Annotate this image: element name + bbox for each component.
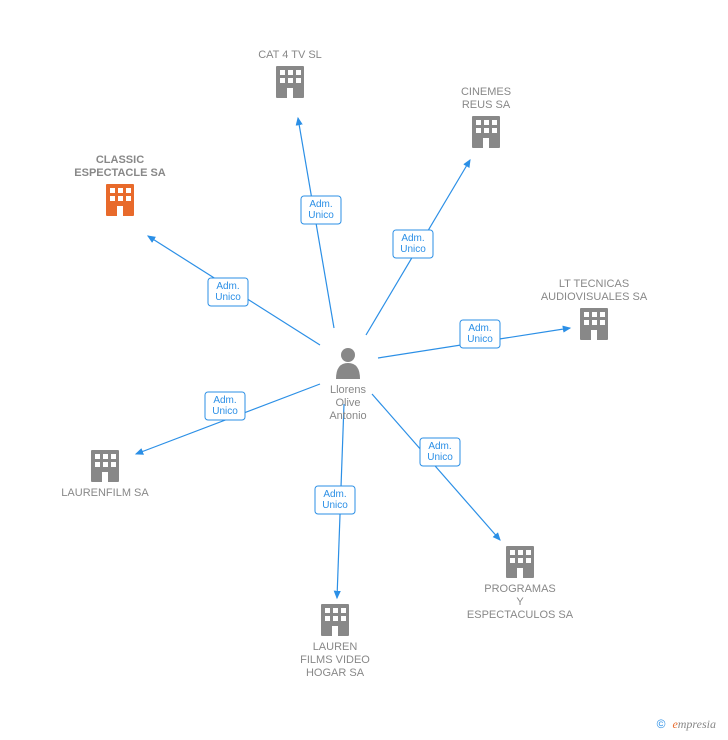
svg-text:Adm.: Adm. bbox=[323, 489, 346, 500]
svg-text:Unico: Unico bbox=[212, 406, 238, 417]
edge-label-cinemes: Adm.Unico bbox=[393, 230, 433, 258]
edge-label-lauren: Adm.Unico bbox=[315, 486, 355, 514]
center-label-line: Antonio bbox=[329, 410, 366, 422]
svg-text:Adm.: Adm. bbox=[309, 199, 332, 210]
svg-text:ESPECTACLE SA: ESPECTACLE SA bbox=[74, 167, 166, 179]
center-person: LlorensOliveAntonio bbox=[329, 348, 366, 422]
company-label-lttec: LT TECNICASAUDIOVISUALES SA bbox=[541, 278, 648, 303]
svg-text:LAUREN: LAUREN bbox=[313, 641, 358, 653]
svg-text:Unico: Unico bbox=[322, 500, 348, 511]
svg-text:ESPECTACULOS SA: ESPECTACULOS SA bbox=[467, 609, 574, 621]
company-node-laurenfilm[interactable]: LAURENFILM SA bbox=[61, 450, 149, 499]
company-node-cinemes[interactable]: CINEMESREUS SA bbox=[461, 86, 511, 148]
company-node-lauren[interactable]: LAURENFILMS VIDEOHOGAR SA bbox=[300, 604, 370, 679]
svg-text:Unico: Unico bbox=[308, 210, 334, 221]
company-node-classic[interactable]: CLASSICESPECTACLE SA bbox=[74, 154, 166, 216]
center-label-line: Llorens bbox=[330, 384, 367, 396]
svg-text:Adm.: Adm. bbox=[468, 323, 491, 334]
svg-text:Unico: Unico bbox=[215, 292, 241, 303]
center-label-line: Olive bbox=[335, 397, 360, 409]
company-node-cat4tv[interactable]: CAT 4 TV SL bbox=[258, 49, 322, 98]
edge-label-classic: Adm.Unico bbox=[208, 278, 248, 306]
svg-text:LT TECNICAS: LT TECNICAS bbox=[559, 278, 629, 290]
company-label-prog: PROGRAMASYESPECTACULOS SA bbox=[467, 583, 574, 621]
svg-text:Adm.: Adm. bbox=[401, 233, 424, 244]
edge-label-laurenfilm: Adm.Unico bbox=[205, 392, 245, 420]
svg-text:Unico: Unico bbox=[400, 244, 426, 255]
svg-text:FILMS VIDEO: FILMS VIDEO bbox=[300, 654, 370, 666]
svg-text:HOGAR SA: HOGAR SA bbox=[306, 667, 365, 679]
edge-label-prog: Adm.Unico bbox=[420, 438, 460, 466]
company-label-lauren: LAURENFILMS VIDEOHOGAR SA bbox=[300, 641, 370, 679]
svg-text:Adm.: Adm. bbox=[213, 395, 236, 406]
svg-text:Adm.: Adm. bbox=[428, 441, 451, 452]
svg-text:AUDIOVISUALES SA: AUDIOVISUALES SA bbox=[541, 291, 648, 303]
edge-label-cat4tv: Adm.Unico bbox=[301, 196, 341, 224]
svg-text:REUS SA: REUS SA bbox=[462, 99, 511, 111]
svg-text:PROGRAMAS: PROGRAMAS bbox=[484, 583, 556, 595]
company-node-lttec[interactable]: LT TECNICASAUDIOVISUALES SA bbox=[541, 278, 648, 340]
svg-text:CAT 4 TV SL: CAT 4 TV SL bbox=[258, 49, 322, 61]
company-label-laurenfilm: LAURENFILM SA bbox=[61, 487, 149, 499]
svg-text:Unico: Unico bbox=[427, 452, 453, 463]
svg-text:CINEMES: CINEMES bbox=[461, 86, 511, 98]
company-label-cat4tv: CAT 4 TV SL bbox=[258, 49, 322, 61]
company-label-classic: CLASSICESPECTACLE SA bbox=[74, 154, 166, 179]
svg-text:Adm.: Adm. bbox=[216, 281, 239, 292]
network-diagram: Adm.UnicoAdm.UnicoAdm.UnicoAdm.UnicoAdm.… bbox=[0, 0, 728, 740]
company-node-prog[interactable]: PROGRAMASYESPECTACULOS SA bbox=[467, 546, 574, 621]
brand-rest: mpresia bbox=[678, 717, 716, 731]
svg-text:LAURENFILM SA: LAURENFILM SA bbox=[61, 487, 149, 499]
edge-prog bbox=[372, 394, 500, 540]
svg-text:Y: Y bbox=[516, 596, 524, 608]
svg-text:CLASSIC: CLASSIC bbox=[96, 154, 144, 166]
copyright-symbol: © bbox=[657, 717, 666, 731]
company-label-cinemes: CINEMESREUS SA bbox=[461, 86, 511, 111]
edge-label-lttec: Adm.Unico bbox=[460, 320, 500, 348]
svg-text:Unico: Unico bbox=[467, 334, 493, 345]
footer-attribution: © empresia bbox=[657, 717, 716, 732]
